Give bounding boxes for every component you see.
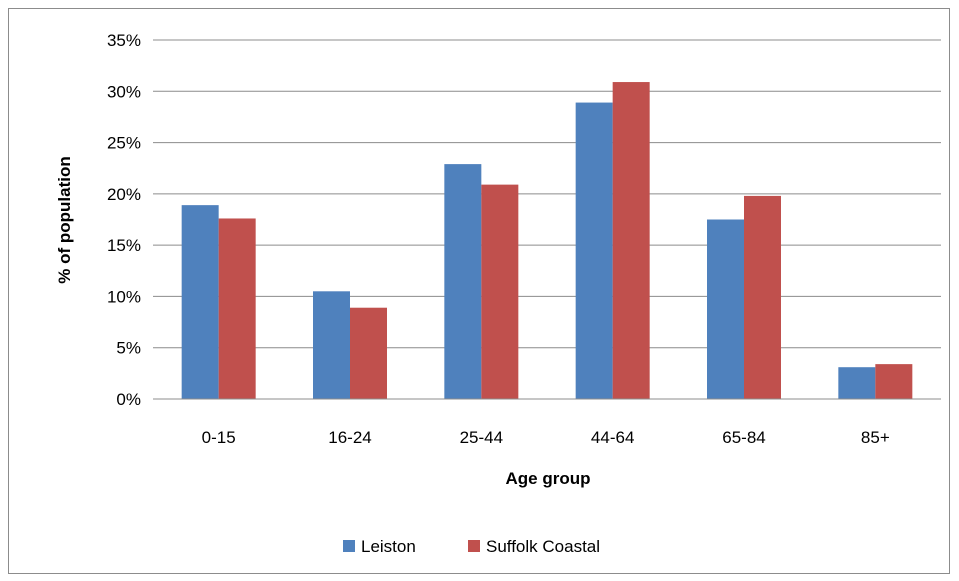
bar-leiston-44-64 [575, 102, 613, 399]
gridlines [153, 39, 941, 349]
bar-suffolk-coastal-0-15 [218, 218, 256, 399]
y-tick-labels: 0% 5% 10% 15% 20% 25% 30% 35% [107, 31, 141, 409]
bar-suffolk-coastal-16-24 [350, 307, 387, 399]
legend-label: Suffolk Coastal [486, 537, 600, 556]
x-tick-label: 16-24 [328, 428, 371, 447]
x-axis-title: Age group [506, 469, 591, 488]
y-axis-title: % of population [55, 156, 74, 283]
bar-leiston-0-15 [181, 205, 219, 399]
bar-suffolk-coastal-65-84 [744, 195, 781, 399]
y-tick-label: 25% [107, 134, 141, 153]
x-tick-label: 0-15 [202, 428, 236, 447]
bar-leiston-85+ [838, 367, 876, 399]
x-tick-labels: 0-15 16-24 25-44 44-64 65-84 85+ [202, 428, 890, 447]
legend-label: Leiston [361, 537, 416, 556]
x-tick-label: 44-64 [591, 428, 634, 447]
bar-leiston-25-44 [444, 164, 482, 399]
bar-suffolk-coastal-85+ [875, 364, 913, 399]
y-tick-label: 0% [116, 390, 141, 409]
bar-suffolk-coastal-44-64 [612, 82, 650, 399]
y-tick-label: 35% [107, 31, 141, 50]
y-tick-label: 30% [107, 82, 141, 101]
x-tick-label: 25-44 [460, 428, 503, 447]
y-tick-label: 5% [116, 339, 141, 358]
x-tick-label: 65-84 [722, 428, 765, 447]
bars [181, 82, 913, 399]
y-tick-label: 20% [107, 185, 141, 204]
bar-leiston-65-84 [707, 219, 744, 399]
bar-leiston-16-24 [313, 291, 350, 399]
y-tick-label: 15% [107, 236, 141, 255]
x-tick-label: 85+ [861, 428, 890, 447]
y-tick-label: 10% [107, 287, 141, 306]
legend: Leiston Suffolk Coastal [343, 537, 600, 556]
legend-swatch [343, 540, 355, 552]
legend-swatch [468, 540, 480, 552]
bar-suffolk-coastal-25-44 [481, 184, 519, 399]
